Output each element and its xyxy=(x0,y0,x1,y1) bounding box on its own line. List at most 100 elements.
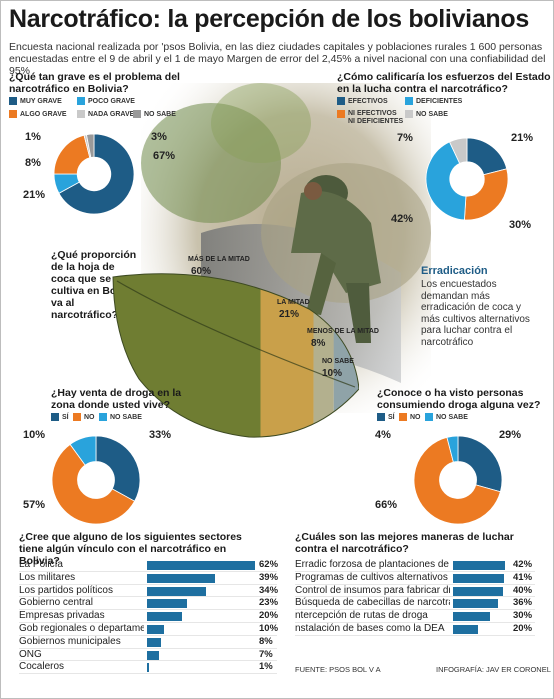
bar-row-divider xyxy=(295,583,535,585)
legend-label: NO SABE xyxy=(416,110,448,118)
bar xyxy=(453,612,491,622)
question-seen: ¿Conoce o ha visto personas consumiendo … xyxy=(377,387,541,411)
pie-label-no-sabe: 3% xyxy=(151,131,167,143)
legend-swatch xyxy=(405,110,413,118)
legend-label: MUY GRAVE xyxy=(20,97,62,105)
bar-row-divider xyxy=(19,596,277,598)
erradicacion-title: Erradicación xyxy=(421,265,488,277)
legend-sale: SÍ NO NO SABE xyxy=(51,413,191,423)
legend-swatch xyxy=(133,110,141,118)
bar-row-divider xyxy=(19,609,277,611)
pie-slice-no-sabe xyxy=(446,435,459,463)
legend-label: NI EFECTIVOS NI DEFICIENTES xyxy=(348,110,404,125)
legend-swatch xyxy=(377,413,385,421)
bar-value: 8% xyxy=(259,635,273,647)
bar xyxy=(453,625,478,634)
bar-value: 30% xyxy=(513,610,533,622)
erradicacion-body: Los encuestados demandan más erradicació… xyxy=(421,279,530,348)
legend-label: ALGO GRAVE xyxy=(20,110,67,118)
bar xyxy=(453,586,503,596)
legend-swatch xyxy=(399,413,407,421)
pie-label-muy-grave: 67% xyxy=(153,150,176,162)
pie-slice-sí xyxy=(95,435,141,502)
pie-slice-algo-grave xyxy=(53,134,91,175)
bar-row-divider xyxy=(295,622,535,623)
page-subtitle: Encuesta nacional realizada por 'psos Bo… xyxy=(9,41,546,77)
bar-label: Gobiernos municipales xyxy=(19,635,121,647)
legend-swatch xyxy=(337,97,345,105)
pie-label-ni-efectivos: 30% xyxy=(509,219,532,231)
legend-swatch xyxy=(51,413,59,421)
bar-value: 62% xyxy=(259,559,279,570)
leaf-value-la-mitad: 21% xyxy=(279,309,300,320)
bar-value: 42% xyxy=(513,559,533,570)
pie-slice-muy-grave xyxy=(58,133,135,215)
pie-slice-no xyxy=(51,443,136,525)
bar-row-divider xyxy=(19,622,277,623)
bar-label: Búsqueda de cabecillas de narcotráfico xyxy=(295,597,450,609)
pie-slice-no-sabe xyxy=(69,435,97,466)
legend-label: POCO GRAVE xyxy=(88,97,135,105)
legend-label: NO SABE xyxy=(436,413,468,421)
pie-slice-no-sabe xyxy=(86,133,95,158)
bar-chart-ways: Erradic forzosa de plantaciones de coca 4… xyxy=(295,559,535,637)
legend-label: EFECTIVOS xyxy=(348,97,388,105)
question-gravity: ¿Qué tan grave es el problema del narcot… xyxy=(9,71,180,95)
bar-row-divider xyxy=(295,609,535,611)
legend-label: SÍ xyxy=(62,413,69,421)
legend-swatch xyxy=(405,97,413,105)
question-sale: ¿Hay venta de droga en la zona donde ust… xyxy=(51,387,182,411)
bar-row-divider xyxy=(19,570,277,572)
bar-label: Los militares xyxy=(19,571,76,583)
bar-label: Control de insumos para fabricar droga xyxy=(295,584,450,596)
bar-row-divider xyxy=(295,634,535,636)
bar-label: Programas de cultivos alternativos xyxy=(295,571,448,583)
bar-label: Gob regionales o departamentales xyxy=(19,623,144,634)
question-efforts: ¿Cómo calificaría los esfuerzos del Esta… xyxy=(337,71,551,95)
bar-value: 36% xyxy=(513,597,533,609)
bar-value: 40% xyxy=(513,584,533,596)
pie-slice-no-sabe xyxy=(449,137,468,164)
bar-label: Erradic forzosa de plantaciones de coca xyxy=(295,559,450,570)
pie-slice-no xyxy=(413,436,501,525)
bar-label: Empresas privadas xyxy=(19,610,105,622)
source-note: FUENTE: PSOS BOL V A xyxy=(295,665,381,674)
bar-value: 10% xyxy=(259,623,279,634)
bar-value: 7% xyxy=(259,648,273,660)
question-sectors: ¿Cree que alguno de los siguientes secto… xyxy=(19,531,242,567)
leaf-vein xyxy=(116,280,356,388)
pie-slice-efectivos xyxy=(466,137,508,176)
bar xyxy=(147,663,149,673)
leaf-label-no-sabe: NO SABE xyxy=(322,358,354,365)
pie-seen xyxy=(413,435,503,525)
legend-swatch xyxy=(77,110,85,118)
legend-swatch xyxy=(77,97,85,105)
leaf-value-no-sabe: 10% xyxy=(322,368,343,379)
pie-label-no: 57% xyxy=(23,499,46,511)
leaf-value-menos-mitad: 8% xyxy=(311,338,326,349)
pie-efforts xyxy=(425,137,509,221)
leaf-value-mas-mitad: 60% xyxy=(191,266,212,277)
bar-row-divider xyxy=(295,596,535,598)
leaf-band-4 xyxy=(333,273,359,438)
bar-row-divider xyxy=(19,673,277,675)
pie-label-no-sabe: 7% xyxy=(397,132,413,144)
leaf-band-3 xyxy=(313,273,334,438)
legend-label: DEFICIENTES xyxy=(416,97,463,105)
pie-slice-ni-efectivos-ni-deficientes xyxy=(464,168,509,221)
bar xyxy=(147,586,207,596)
bar-value: 1% xyxy=(259,661,273,673)
bar-row-divider xyxy=(19,634,277,636)
bar-row-divider xyxy=(19,583,277,585)
page-title: Narcotráfico: la percepción de los boliv… xyxy=(9,5,529,33)
bar xyxy=(453,573,504,583)
legend-label: SÍ xyxy=(388,413,395,421)
pie-sale xyxy=(51,435,141,525)
bar xyxy=(453,561,505,570)
pie-label-no: 66% xyxy=(375,499,398,511)
bar-label: La Policía xyxy=(19,559,63,570)
legend-swatch xyxy=(337,110,345,118)
leaf-label-la-mitad: LA MITAD xyxy=(277,299,310,306)
legend-swatch xyxy=(73,413,81,421)
